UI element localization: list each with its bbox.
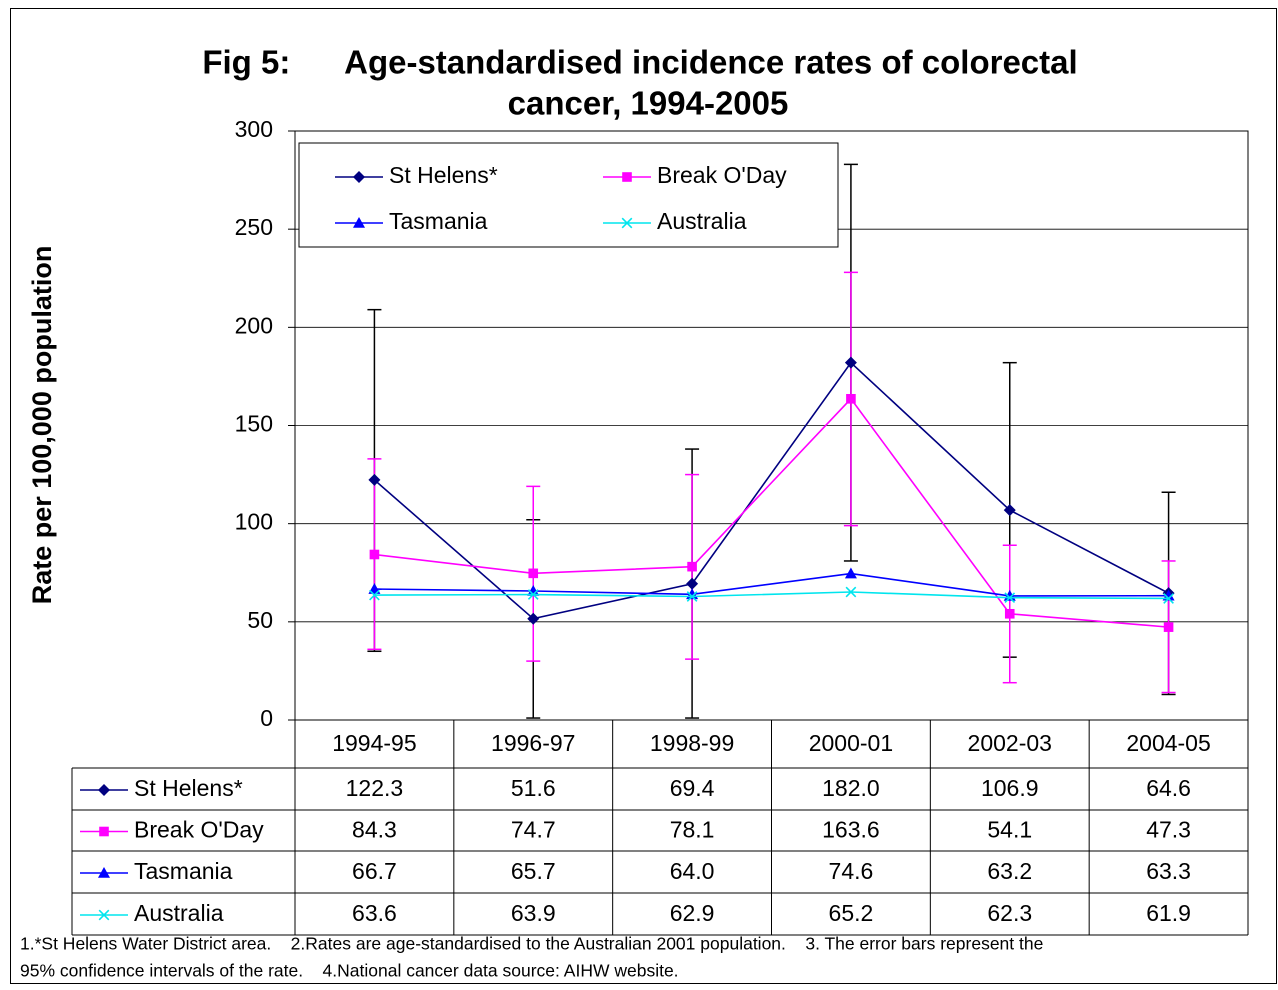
series-line	[374, 397, 1169, 628]
series-line	[373, 361, 1169, 620]
marker	[687, 561, 697, 572]
marker	[98, 784, 110, 796]
marker	[353, 171, 365, 183]
table-row-label: St Helens*	[134, 775, 243, 801]
marker	[369, 549, 380, 560]
y-axis-label: Rate per 100,000 population	[27, 246, 57, 605]
legend-label: Break O'Day	[657, 162, 787, 188]
marker	[527, 589, 539, 600]
marker	[686, 577, 699, 590]
marker	[527, 612, 540, 625]
table-cell: 51.6	[511, 775, 556, 801]
marker	[845, 586, 857, 598]
table-cell: 182.0	[822, 775, 880, 801]
table-cell: 106.9	[981, 775, 1039, 801]
marker	[622, 172, 632, 182]
table-cell: 63.2	[987, 858, 1032, 884]
legend-box	[298, 142, 839, 248]
marker	[686, 591, 698, 602]
table-cell: 63.3	[1146, 858, 1191, 884]
x-tick-label: 1994-95	[332, 730, 416, 756]
chart-title: Fig 5: Age-standardised incidence rates …	[202, 44, 1077, 81]
marker	[98, 867, 110, 878]
table-cell: 62.3	[987, 900, 1032, 926]
table-row-label: Australia	[134, 900, 224, 926]
chart-title: cancer, 1994-2005	[508, 85, 789, 122]
marker	[1004, 592, 1016, 604]
table-cell: 65.7	[511, 858, 556, 884]
series-line	[374, 572, 1169, 597]
table-cell: 74.6	[829, 858, 874, 884]
table-cell: 64.6	[1146, 775, 1191, 801]
table-cell: 64.0	[670, 858, 715, 884]
x-tick-label: 1998-99	[650, 730, 734, 756]
y-tick-label: 150	[235, 411, 273, 437]
footnote: 95% confidence intervals of the rate. 4.…	[20, 961, 679, 981]
marker	[1004, 608, 1015, 619]
marker	[353, 217, 365, 228]
marker	[1163, 622, 1174, 632]
marker	[98, 909, 110, 921]
table-cell: 47.3	[1146, 817, 1191, 843]
legend-label: Tasmania	[389, 208, 488, 234]
marker	[621, 217, 633, 229]
marker	[369, 589, 380, 601]
table-cell: 84.3	[352, 817, 397, 843]
table-cell: 65.2	[829, 900, 874, 926]
marker	[846, 393, 856, 404]
marker	[527, 585, 540, 596]
table-cell: 54.1	[987, 817, 1032, 843]
marker	[1163, 593, 1174, 604]
table-cell: 63.6	[352, 900, 397, 926]
legend-label: Australia	[657, 208, 747, 234]
marker	[528, 568, 539, 579]
x-tick-label: 2004-05	[1126, 730, 1210, 756]
marker	[844, 356, 857, 369]
x-tick-label: 2000-01	[809, 730, 893, 756]
y-tick-label: 300	[235, 116, 273, 142]
table-cell: 61.9	[1146, 900, 1191, 926]
x-tick-label: 1996-97	[491, 730, 575, 756]
marker	[99, 826, 109, 837]
legend-label: St Helens*	[389, 162, 498, 188]
table-cell: 69.4	[670, 775, 715, 801]
table-cell: 63.9	[511, 900, 556, 926]
table-cell: 74.7	[511, 817, 556, 843]
marker	[844, 567, 857, 579]
table-cell: 122.3	[346, 775, 404, 801]
table-cell: 163.6	[822, 817, 880, 843]
y-tick-label: 50	[247, 607, 273, 633]
marker	[368, 473, 381, 486]
footnote: 1.*St Helens Water District area. 2.Rate…	[20, 934, 1043, 954]
table-row-label: Break O'Day	[134, 817, 264, 843]
y-tick-label: 100	[235, 509, 273, 535]
table-cell: 62.9	[670, 900, 715, 926]
table-row-label: Tasmania	[134, 858, 233, 884]
y-tick-label: 0	[260, 705, 273, 731]
x-tick-label: 2002-03	[968, 730, 1052, 756]
table-cell: 66.7	[352, 858, 397, 884]
series-line	[374, 591, 1169, 600]
marker	[1003, 504, 1016, 517]
y-tick-label: 250	[235, 214, 273, 240]
table-cell: 78.1	[670, 817, 715, 843]
y-tick-label: 200	[235, 312, 273, 338]
